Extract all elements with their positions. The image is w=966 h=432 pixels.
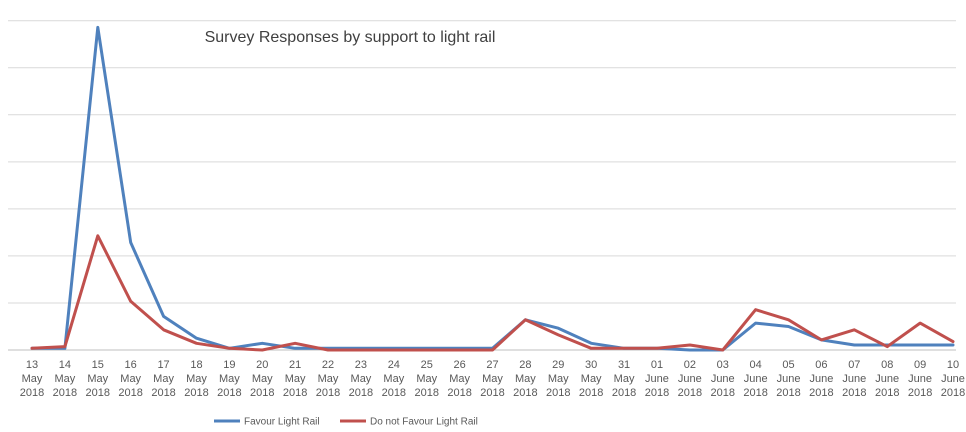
x-tick-label: 13 May 2018 bbox=[20, 359, 44, 399]
x-tick-label: 24 May 2018 bbox=[382, 359, 406, 399]
gridlines bbox=[8, 20, 956, 304]
x-tick-label: 05 June 2018 bbox=[776, 359, 800, 399]
x-tick-label: 09 June 2018 bbox=[908, 359, 932, 399]
x-tick-label: 17 May 2018 bbox=[151, 359, 175, 399]
series-line-not-favour bbox=[30, 234, 955, 352]
x-tick-label: 02 June 2018 bbox=[678, 359, 702, 399]
x-tick-label: 06 June 2018 bbox=[809, 359, 833, 399]
legend-label: Favour Light Rail bbox=[244, 417, 320, 428]
x-tick-label: 04 June 2018 bbox=[743, 359, 767, 399]
x-tick-label: 23 May 2018 bbox=[349, 359, 373, 399]
x-tick-labels: 13 May 2018 14 May 2018 15 May 2018 16 May 2018 17 Ma… bbox=[20, 359, 965, 399]
x-tick-label: 20 May 2018 bbox=[250, 359, 274, 399]
x-tick-label: 07 June 2018 bbox=[842, 359, 866, 399]
series-line-favour bbox=[30, 25, 955, 352]
x-tick-label: 26 May 2018 bbox=[447, 359, 471, 399]
x-tick-label: 03 June 2018 bbox=[711, 359, 735, 399]
chart-title: Survey Responses by support to light rai… bbox=[205, 29, 496, 46]
x-tick-label: 15 May 2018 bbox=[86, 359, 110, 399]
x-tick-label: 08 June 2018 bbox=[875, 359, 899, 399]
x-tick-label: 21 May 2018 bbox=[283, 359, 307, 399]
x-tick-label: 22 May 2018 bbox=[316, 359, 340, 399]
x-tick-label: 10 June 2018 bbox=[941, 359, 965, 399]
legend: Favour Light Rail Do not Favour Light Rai… bbox=[214, 417, 478, 428]
x-tick-label: 27 May 2018 bbox=[480, 359, 504, 399]
x-tick-label: 14 May 2018 bbox=[53, 359, 77, 399]
x-tick-label: 18 May 2018 bbox=[184, 359, 208, 399]
x-tick-label: 19 May 2018 bbox=[217, 359, 241, 399]
series-lines bbox=[30, 25, 955, 352]
x-tick-label: 30 May 2018 bbox=[579, 359, 603, 399]
x-tick-label: 16 May 2018 bbox=[118, 359, 142, 399]
x-tick-label: 29 May 2018 bbox=[546, 359, 570, 399]
x-tick-label: 28 May 2018 bbox=[513, 359, 537, 399]
legend-label: Do not Favour Light Rail bbox=[370, 417, 478, 428]
x-tick-label: 31 May 2018 bbox=[612, 359, 636, 399]
x-tick-label: 25 May 2018 bbox=[414, 359, 438, 399]
x-tick-label: 01 June 2018 bbox=[645, 359, 669, 399]
